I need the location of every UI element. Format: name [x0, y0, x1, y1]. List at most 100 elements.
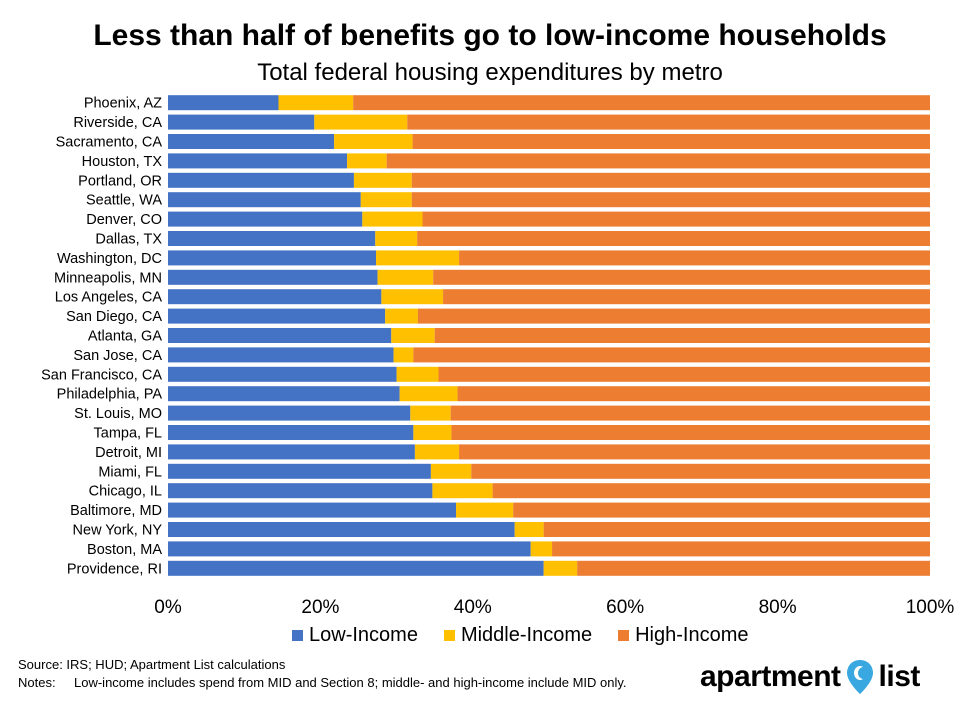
bar-low-income-22 — [168, 522, 515, 537]
bar-high-income-12 — [434, 328, 930, 343]
category-label: Miami, FL — [98, 464, 162, 480]
category-label: Dallas, TX — [95, 232, 162, 248]
bar-low-income-17 — [168, 425, 414, 440]
legend-label: High-Income — [635, 623, 749, 646]
bar-low-income-23 — [168, 541, 531, 557]
category-label: Minneapolis, MN — [54, 270, 162, 286]
category-label: Baltimore, MD — [70, 503, 162, 519]
bar-high-income-22 — [543, 522, 930, 537]
bar-low-income-1 — [168, 114, 315, 130]
bar-low-income-3 — [168, 153, 348, 169]
bar-middle-income-6 — [362, 211, 423, 227]
bar-high-income-2 — [412, 134, 931, 149]
logo-text-list: list — [878, 660, 921, 693]
bar-low-income-8 — [168, 250, 377, 266]
category-label: Houston, TX — [82, 154, 163, 170]
category-label: San Francisco, CA — [41, 367, 162, 383]
chart-legend: Low-Income Middle-Income High-Income — [292, 622, 775, 648]
category-label: Detroit, MI — [95, 445, 162, 461]
bar-high-income-11 — [417, 308, 930, 324]
category-label: Sacramento, CA — [56, 135, 163, 151]
bar-high-income-3 — [386, 153, 930, 169]
bar-high-income-15 — [457, 386, 930, 402]
x-tick-label: 80% — [759, 597, 797, 618]
legend-item-high-income: High-Income — [618, 623, 749, 647]
bar-high-income-7 — [417, 231, 930, 246]
bar-high-income-10 — [443, 289, 930, 305]
legend-swatch — [292, 629, 303, 641]
category-label: New York, NY — [73, 523, 163, 539]
bar-middle-income-14 — [396, 366, 439, 382]
bar-low-income-7 — [168, 231, 376, 246]
logo-text-apartment: apartment — [700, 660, 841, 693]
bar-high-income-21 — [513, 502, 930, 518]
bar-low-income-9 — [168, 269, 378, 285]
category-label: Seattle, WA — [86, 193, 162, 209]
bar-middle-income-11 — [385, 308, 418, 324]
bar-middle-income-8 — [376, 250, 460, 266]
bar-middle-income-20 — [432, 483, 493, 499]
bar-middle-income-21 — [456, 502, 514, 518]
stacked-bar-chart: Phoenix, AZ Riverside, CA Sacramento, CA Ho… — [41, 95, 955, 618]
bar-middle-income-22 — [514, 522, 544, 537]
legend-item-middle-income: Middle-Income — [443, 624, 592, 647]
category-label: Atlanta, GA — [88, 329, 162, 345]
legend-item-low-income: Low-Income — [292, 624, 418, 647]
bar-high-income-14 — [438, 366, 930, 382]
location-pin-icon — [846, 660, 873, 694]
bar-high-income-13 — [413, 347, 930, 363]
notes: Notes: Low-income includes spend from MI… — [18, 675, 634, 691]
chart-subtitle: Total federal housing expenditures by me… — [257, 59, 723, 86]
bar-high-income-19 — [471, 463, 930, 479]
notes-label: Notes: — [18, 675, 56, 690]
category-label: Riverside, CA — [73, 115, 162, 131]
bar-middle-income-10 — [381, 289, 444, 305]
bar-high-income-24 — [577, 560, 930, 576]
bar-high-income-6 — [422, 211, 930, 227]
bar-middle-income-2 — [334, 134, 413, 149]
bar-middle-income-12 — [391, 328, 435, 343]
bar-low-income-24 — [168, 560, 544, 576]
legend-swatch — [618, 629, 630, 641]
legend-label: Low-Income — [309, 623, 418, 646]
x-tick-label: 0% — [154, 597, 182, 618]
apartment-list-logo: apartment list — [700, 658, 920, 696]
category-label: St. Louis, MO — [74, 406, 162, 422]
bar-middle-income-16 — [410, 405, 451, 421]
bar-middle-income-24 — [543, 560, 578, 576]
bar-high-income-0 — [353, 95, 930, 111]
bar-middle-income-1 — [314, 114, 408, 130]
category-label: Tampa, FL — [94, 426, 163, 442]
category-label: Denver, CO — [86, 212, 162, 228]
bar-low-income-20 — [168, 483, 433, 499]
bar-low-income-0 — [168, 95, 279, 111]
bar-high-income-1 — [407, 114, 930, 130]
source-note: Source: IRS; HUD; Apartment List calcula… — [18, 657, 286, 672]
x-tick-label: 60% — [606, 597, 644, 618]
x-tick-label: 100% — [906, 597, 955, 618]
bar-high-income-5 — [411, 192, 931, 208]
category-label: Chicago, IL — [89, 484, 162, 500]
bar-middle-income-15 — [399, 386, 458, 402]
bar-low-income-10 — [168, 289, 382, 305]
bar-high-income-20 — [492, 483, 930, 499]
x-tick-label: 40% — [454, 597, 492, 618]
bar-high-income-17 — [451, 425, 930, 440]
bar-high-income-23 — [552, 541, 930, 557]
bar-low-income-12 — [168, 328, 392, 343]
bar-middle-income-18 — [414, 444, 460, 460]
bar-high-income-4 — [411, 172, 931, 188]
chart-title: Less than half of benefits go to low-inc… — [93, 19, 887, 52]
bar-middle-income-19 — [430, 463, 472, 479]
bar-middle-income-17 — [413, 425, 452, 440]
category-label: Boston, MA — [87, 542, 162, 558]
bar-low-income-21 — [168, 502, 457, 518]
bar-low-income-4 — [168, 172, 354, 188]
bar-low-income-13 — [168, 347, 394, 363]
bar-low-income-2 — [168, 134, 335, 149]
bar-high-income-18 — [459, 444, 930, 460]
x-tick-label: 20% — [301, 597, 339, 618]
category-label: Washington, DC — [57, 251, 162, 267]
category-label: Los Angeles, CA — [55, 290, 163, 306]
bar-middle-income-0 — [278, 95, 354, 111]
